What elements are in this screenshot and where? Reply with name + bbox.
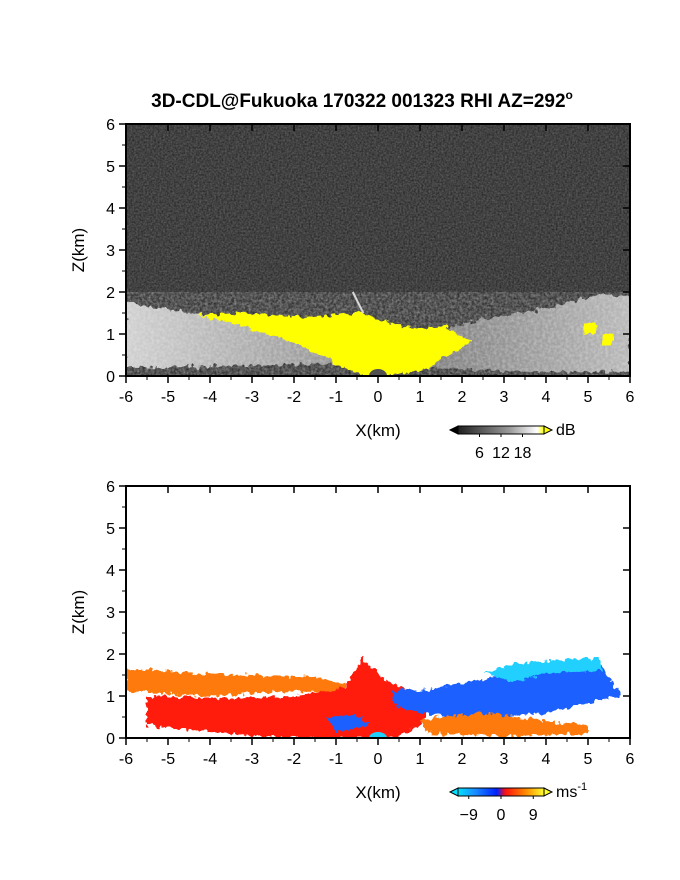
x-tick-label: 6 xyxy=(626,751,635,768)
x-tick-label: -4 xyxy=(203,751,217,768)
y-tick-label: 3 xyxy=(106,605,115,622)
y-tick-label: 1 xyxy=(106,689,115,706)
plot-area xyxy=(126,486,630,738)
colorbar-min-arrow xyxy=(448,425,459,435)
x-tick-label: 2 xyxy=(458,751,467,768)
y-tick-label: 1 xyxy=(106,327,115,344)
spike-echo xyxy=(351,291,365,314)
echo-blue-receding xyxy=(390,664,622,720)
x-tick-label: -4 xyxy=(203,389,217,406)
colorbar xyxy=(457,425,545,435)
x-tick-label: 0 xyxy=(374,751,383,768)
colorbar-tick-label: 12 xyxy=(492,445,510,462)
colorbar-tick-label: 9 xyxy=(529,807,538,824)
plot-area xyxy=(126,124,630,376)
echo-red-core xyxy=(147,658,433,738)
colorbar xyxy=(457,787,545,797)
y-tick-label: 3 xyxy=(106,243,115,260)
x-tick-label: -6 xyxy=(119,389,133,406)
x-tick-label: -3 xyxy=(245,751,259,768)
x-tick-label: 1 xyxy=(416,389,425,406)
echo-blue-pocket-west xyxy=(327,714,370,732)
x-tick-label: 3 xyxy=(500,389,509,406)
y-axis-label: Z(km) xyxy=(69,590,88,634)
y-tick-label: 0 xyxy=(106,731,115,748)
x-tick-label: -5 xyxy=(161,751,175,768)
figure-title-text: 3D-CDL@Fukuoka 170322 001323 RHI AZ=292 xyxy=(151,91,565,112)
figure-title: 3D-CDL@Fukuoka 170322 001323 RHI AZ=292o xyxy=(151,88,573,112)
x-tick-label: -2 xyxy=(287,389,301,406)
ground-clutter xyxy=(369,369,387,376)
y-tick-label: 5 xyxy=(106,521,115,538)
y-tick-label: 4 xyxy=(106,201,115,218)
y-tick-label: 5 xyxy=(106,159,115,176)
echo-yellow-cone xyxy=(197,313,471,376)
y-tick-label: 6 xyxy=(106,117,115,134)
x-tick-label: -2 xyxy=(287,751,301,768)
echo-cyan-aloft xyxy=(483,658,601,682)
x-tick-label: 6 xyxy=(626,389,635,406)
echo-yellow-spot-2 xyxy=(602,334,614,345)
x-tick-label: 4 xyxy=(542,389,551,406)
colorbar-max-arrow xyxy=(543,425,554,435)
x-tick-label: -1 xyxy=(329,389,343,406)
y-tick-label: 2 xyxy=(106,647,115,664)
echo-orange-upper-west xyxy=(126,668,345,696)
colorbar-unit: ms-1 xyxy=(556,781,587,801)
colorbar-tick-label: 0 xyxy=(497,807,506,824)
colorbar-tick-label: 18 xyxy=(514,445,532,462)
x-axis-label: X(km) xyxy=(355,783,400,802)
y-axis-label: Z(km) xyxy=(69,228,88,272)
colorbar-max-arrow xyxy=(543,787,554,797)
colorbar-tick-label: 6 xyxy=(475,445,484,462)
x-tick-label: 3 xyxy=(500,751,509,768)
x-tick-label: -6 xyxy=(119,751,133,768)
x-tick-label: 5 xyxy=(584,751,593,768)
x-tick-label: -3 xyxy=(245,389,259,406)
x-tick-label: 1 xyxy=(416,751,425,768)
colorbar-tick-label: −9 xyxy=(460,807,478,824)
ground-echo xyxy=(369,732,387,738)
x-tick-label: -5 xyxy=(161,389,175,406)
colorbar-unit-exponent: -1 xyxy=(577,781,587,793)
echo-yellow-spot-1 xyxy=(583,323,597,334)
echo-red-lower-east xyxy=(420,712,588,736)
y-tick-label: 4 xyxy=(106,563,115,580)
y-tick-label: 6 xyxy=(106,479,115,496)
x-axis-label: X(km) xyxy=(355,421,400,440)
y-tick-label: 2 xyxy=(106,285,115,302)
figure-title-degree: o xyxy=(566,88,573,102)
y-tick-label: 0 xyxy=(106,369,115,386)
x-tick-label: 2 xyxy=(458,389,467,406)
x-tick-label: -1 xyxy=(329,751,343,768)
x-tick-label: 4 xyxy=(542,751,551,768)
colorbar-min-arrow xyxy=(448,787,459,797)
x-tick-label: 0 xyxy=(374,389,383,406)
colorbar-unit: dB xyxy=(556,422,576,439)
x-tick-label: 5 xyxy=(584,389,593,406)
velocity-panel: -6 -5 -4 -3 -2 -1 0 1 2 3 4 5 6 0 1 2 3 4 5 6 X(km) Z(km) ms-1… xyxy=(69,479,635,824)
